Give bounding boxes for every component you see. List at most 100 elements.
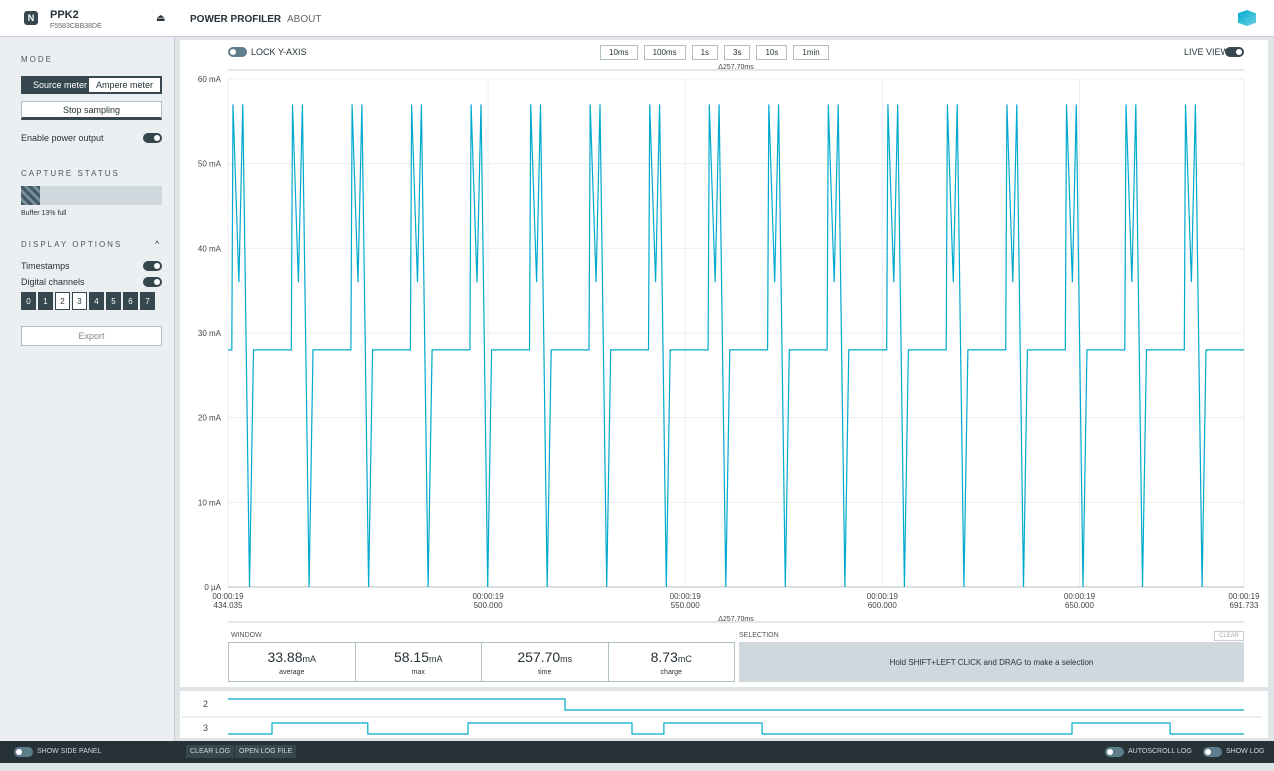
- stat-cell: 33.88mA average: [229, 643, 356, 681]
- stat-value: 33.88: [267, 649, 303, 665]
- stat-value-row: 257.70ms: [482, 649, 608, 667]
- mode-button[interactable]: Ampere meter: [89, 78, 160, 92]
- label: Digital channels: [21, 277, 85, 287]
- stat-label: time: [538, 669, 552, 676]
- delta-label: Δ257.70ms: [718, 616, 754, 623]
- power-toggle[interactable]: [143, 133, 162, 143]
- buffer-bar: [21, 186, 162, 205]
- stat-unit: mA: [429, 654, 443, 664]
- stat-value-row: 8.73mC: [609, 649, 735, 667]
- side-panel-toggle[interactable]: [14, 747, 33, 757]
- x-tick-time: 00:00:19: [473, 592, 505, 601]
- mode-button[interactable]: Source meter: [33, 80, 88, 90]
- buffer-text: Buffer 13% full: [21, 210, 67, 217]
- label: Enable power output: [21, 133, 104, 143]
- stat-unit: ms: [560, 654, 573, 664]
- open-log-button[interactable]: OPEN LOG FILE: [235, 745, 297, 758]
- stat-value: 8.73: [650, 649, 678, 665]
- x-tick-time: 00:00:19: [670, 592, 702, 601]
- label: LOCK Y-AXIS: [251, 47, 307, 57]
- digital-toggle[interactable]: [143, 277, 162, 287]
- stat-unit: mA: [302, 654, 317, 664]
- y-tick-label: 0 µA: [204, 583, 221, 592]
- channel-button[interactable]: 2: [55, 292, 70, 310]
- channel-label: 2: [203, 699, 208, 709]
- stop-sampling-button[interactable]: Stop sampling: [21, 101, 162, 120]
- collapse-button[interactable]: ^: [155, 239, 160, 249]
- device-serial: F5583CBB38DE: [50, 23, 102, 30]
- channel-button[interactable]: 3: [72, 292, 87, 310]
- clear-log-button[interactable]: CLEAR LOG: [186, 745, 235, 758]
- device-icon: N: [24, 11, 38, 25]
- x-tick-label: 600.000: [868, 601, 897, 610]
- nordic-logo: [1238, 10, 1256, 26]
- stat-value-row: 58.15mA: [356, 649, 482, 667]
- y-tick-label: 20 mA: [198, 414, 222, 423]
- y-tick-label: 40 mA: [198, 244, 222, 253]
- timestamps-toggle[interactable]: [143, 261, 162, 271]
- stat-value: 257.70: [517, 649, 561, 665]
- stat-cell: 257.70ms time: [482, 643, 609, 681]
- window-buttons: 10ms 100ms 1s 3s 10s 1min: [600, 45, 829, 60]
- channel-button[interactable]: 5: [106, 292, 121, 310]
- x-tick-label: 434.035: [214, 601, 243, 610]
- digital-trace: [228, 698, 1244, 711]
- x-tick-time: 00:00:19: [867, 592, 899, 601]
- window-button[interactable]: 3s: [724, 45, 751, 60]
- label: Timestamps: [21, 261, 70, 271]
- section-title: SELECTION: [739, 632, 779, 639]
- y-tick-label: 30 mA: [198, 329, 222, 338]
- show-log-toggle[interactable]: [1203, 747, 1222, 757]
- stat-value-row: 33.88mA: [229, 649, 355, 667]
- export-button[interactable]: Export: [21, 326, 162, 346]
- section-title: WINDOW: [231, 632, 262, 639]
- stat-unit: mC: [677, 654, 692, 664]
- buffer-fill: [21, 186, 40, 205]
- side-panel: [0, 37, 175, 741]
- section-title: MODE: [21, 55, 53, 64]
- window-button[interactable]: 100ms: [643, 45, 686, 60]
- footer: [0, 741, 1274, 763]
- lock-toggle[interactable]: [228, 47, 247, 57]
- section-title: DISPLAY OPTIONS: [21, 240, 123, 249]
- nav-tab[interactable]: POWER PROFILER: [190, 14, 282, 25]
- stat-cell: 58.15mA max: [356, 643, 482, 681]
- x-tick-time: 00:00:19: [1064, 592, 1096, 601]
- x-tick-label: 691.733: [1230, 601, 1259, 610]
- autoscroll-toggle[interactable]: [1105, 747, 1124, 757]
- window-button[interactable]: 10s: [756, 45, 788, 60]
- selection-hint: Hold SHIFT+LEFT CLICK and DRAG to make a…: [739, 642, 1244, 682]
- channel-button[interactable]: 6: [123, 292, 138, 310]
- clear-button[interactable]: CLEAR: [1214, 631, 1245, 641]
- header: [0, 0, 1274, 37]
- nav-tab[interactable]: ABOUT: [287, 14, 322, 25]
- y-tick-label: 50 mA: [198, 160, 222, 169]
- label: SHOW LOG: [1226, 748, 1265, 755]
- label: AUTOSCROLL LOG: [1128, 748, 1192, 755]
- stat-label: max: [411, 669, 425, 676]
- channel-button[interactable]: 1: [38, 292, 53, 310]
- current-trace: [228, 104, 1244, 588]
- window-button[interactable]: 1s: [691, 45, 719, 60]
- window-button[interactable]: 1min: [793, 45, 829, 60]
- x-tick-time: 00:00:19: [1228, 592, 1260, 601]
- label: LIVE VIEW: [1184, 47, 1230, 57]
- channel-button[interactable]: 7: [140, 292, 155, 310]
- y-tick-label: 10 mA: [198, 498, 222, 507]
- digital-trace: [228, 722, 1244, 735]
- stat-value: 58.15: [393, 649, 430, 665]
- y-tick-label: 60 mA: [198, 75, 222, 84]
- delta-label: Δ257.70ms: [718, 64, 754, 71]
- channel-button[interactable]: 4: [89, 292, 104, 310]
- stat-label: charge: [660, 669, 682, 676]
- section-title: CAPTURE STATUS: [21, 169, 120, 178]
- live-toggle[interactable]: [1225, 47, 1244, 57]
- channel-button[interactable]: 0: [21, 292, 36, 310]
- stats-box: 33.88mA average 58.15mA max 257.70ms time 8.73…: [228, 642, 735, 682]
- window-button[interactable]: 10ms: [600, 45, 638, 60]
- x-tick-time: 00:00:19: [212, 592, 244, 601]
- eject-button[interactable]: ⏏: [156, 13, 166, 24]
